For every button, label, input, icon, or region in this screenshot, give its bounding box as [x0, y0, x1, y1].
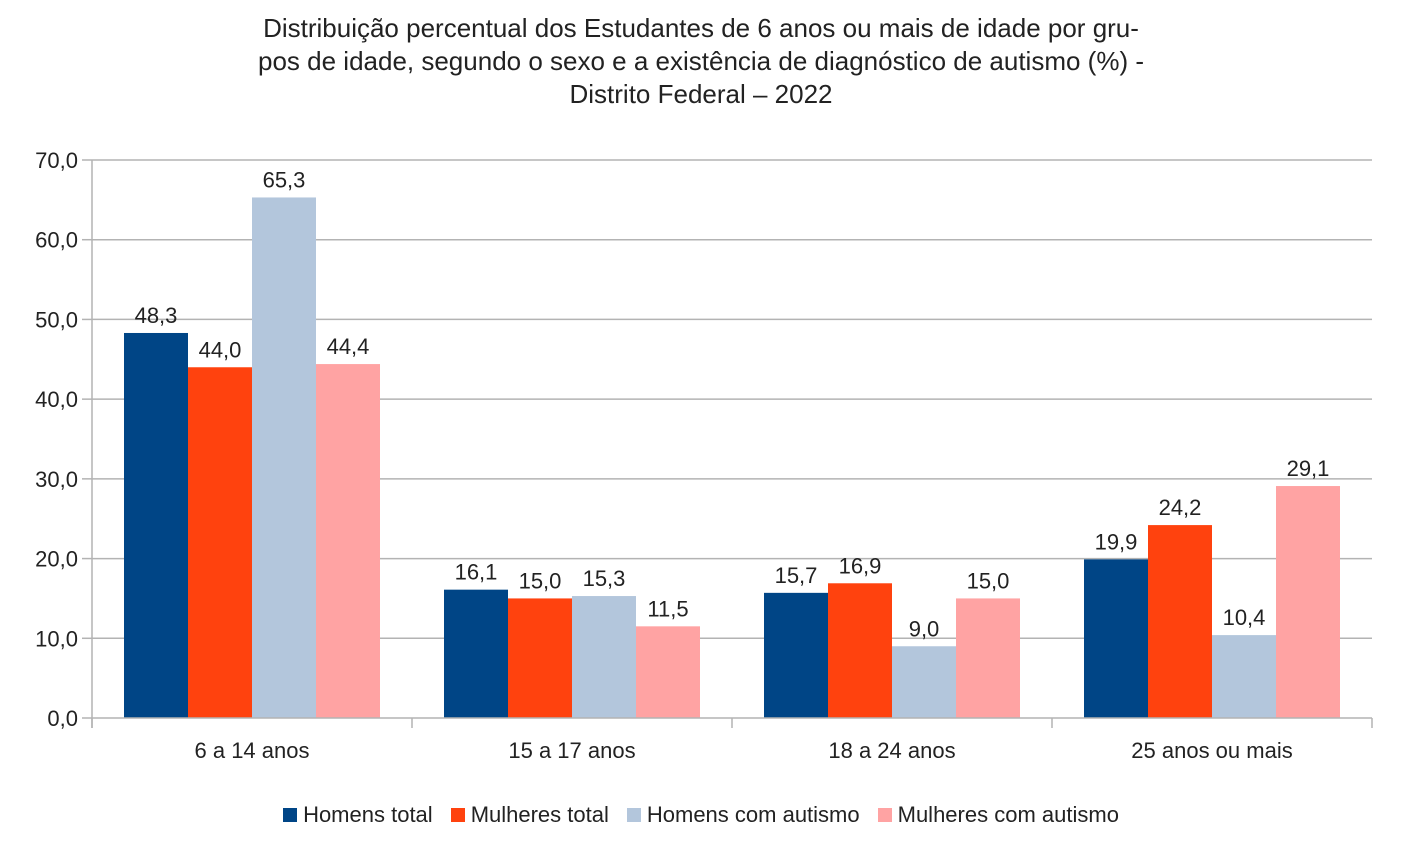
labels: 0,0 10,0 20,0 30,0 40,0 50,0 60,0 70,0 48,3 44,0 6…: [35, 148, 1329, 763]
data-label: 65,3: [263, 167, 306, 192]
x-category-label: 25 anos ou mais: [1131, 738, 1292, 763]
legend-swatch: [283, 808, 298, 822]
data-label: 9,0: [909, 616, 940, 641]
data-label: 24,2: [1159, 495, 1202, 520]
chart-title-line-1: Distribuição percentual dos Estudantes d…: [263, 13, 1139, 43]
x-category-label: 15 a 17 anos: [508, 738, 635, 763]
data-label: 15,0: [967, 568, 1010, 593]
bar: [188, 367, 252, 718]
data-label: 44,4: [327, 334, 370, 359]
legend-swatch: [626, 808, 641, 822]
legend-label: Mulheres total: [470, 802, 609, 827]
bar: [828, 583, 892, 718]
data-label: 15,0: [519, 568, 562, 593]
bar: [1084, 559, 1148, 718]
data-label: 15,3: [583, 566, 626, 591]
y-tick-label: 10,0: [35, 626, 78, 651]
data-label: 16,1: [455, 560, 498, 585]
x-category-label: 6 a 14 anos: [195, 738, 310, 763]
y-tick-label: 0,0: [47, 706, 78, 731]
legend-item: Mulheres total: [450, 802, 609, 828]
legend-swatch: [450, 808, 465, 822]
chart-title: Distribuição percentual dos Estudantes d…: [0, 12, 1402, 111]
bar: [316, 364, 380, 718]
data-label: 19,9: [1095, 529, 1138, 554]
bars: [124, 197, 1340, 719]
y-tick-label: 20,0: [35, 547, 78, 572]
y-tick-label: 70,0: [35, 148, 78, 173]
legend-item: Homens com autismo: [626, 802, 860, 828]
bar: [572, 596, 636, 718]
chart-title-line-2: pos de idade, segundo o sexo e a existên…: [258, 46, 1144, 76]
y-tick-label: 30,0: [35, 467, 78, 492]
y-tick-label: 40,0: [35, 387, 78, 412]
data-label: 15,7: [775, 563, 818, 588]
data-label: 48,3: [135, 303, 178, 328]
data-label: 29,1: [1287, 456, 1330, 481]
bar: [956, 598, 1020, 718]
legend-label: Homens com autismo: [646, 802, 860, 827]
y-tick-label: 50,0: [35, 307, 78, 332]
bar: [1212, 635, 1276, 718]
data-label: 10,4: [1223, 605, 1266, 630]
bar: [252, 197, 316, 719]
axes: [82, 159, 1373, 728]
bar: [892, 646, 956, 718]
bar: [1148, 525, 1212, 718]
y-tick-label: 60,0: [35, 228, 78, 253]
data-label: 16,9: [839, 553, 882, 578]
legend-label: Mulheres com autismo: [897, 802, 1119, 827]
bar: [124, 332, 188, 718]
legend-item: Mulheres com autismo: [877, 802, 1119, 828]
bar: [636, 626, 700, 718]
bar: [764, 592, 828, 718]
legend-item: Homens total: [283, 802, 433, 828]
bar: [444, 589, 508, 718]
legend: Homens total Mulheres total Homens com aut…: [0, 802, 1402, 828]
data-label: 44,0: [199, 337, 242, 362]
data-label: 11,5: [647, 596, 688, 621]
legend-swatch: [877, 808, 892, 822]
bar: [1276, 486, 1340, 718]
bar: [508, 598, 572, 718]
chart-title-line-3: Distrito Federal – 2022: [569, 79, 833, 109]
legend-label: Homens total: [303, 802, 433, 827]
x-category-label: 18 a 24 anos: [828, 738, 955, 763]
